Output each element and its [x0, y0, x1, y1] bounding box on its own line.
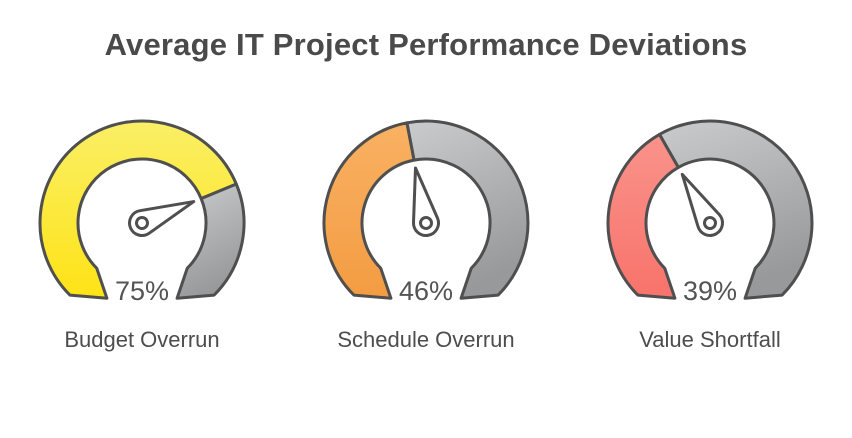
gauge-label-schedule-overrun: Schedule Overrun	[337, 327, 515, 352]
gauge-value-arc	[322, 121, 416, 300]
gauge-remainder-arc	[657, 119, 814, 300]
gauge-chart-schedule-overrun: 46%	[322, 119, 530, 306]
chart-title: Average IT Project Performance Deviation…	[104, 27, 748, 62]
gauge-panel-budget-overrun: 75% Budget Overrun	[0, 101, 284, 353]
gauge-needle-icon	[128, 200, 196, 237]
gauge-percent-value: 75%	[115, 276, 169, 306]
gauge-remainder-arc	[405, 119, 530, 300]
gauge-percent-value: 46%	[399, 276, 453, 306]
gauge-panel-schedule-overrun: 46% Schedule Overrun	[284, 101, 568, 353]
gauge-panel-value-shortfall: 39% Value Shortfall	[568, 101, 852, 353]
gauge-chart-budget-overrun: 75%	[38, 119, 246, 306]
gauge-label-value-shortfall: Value Shortfall	[639, 327, 781, 352]
gauge-label-budget-overrun: Budget Overrun	[64, 327, 220, 352]
gauge-percent-value: 39%	[683, 276, 737, 306]
gauge-value-arc	[606, 132, 680, 300]
gauge-needle-icon	[680, 172, 724, 237]
gauge-needle-icon	[412, 166, 440, 237]
gauge-value-arc	[38, 119, 238, 300]
gauge-chart-value-shortfall: 39%	[606, 119, 814, 306]
gauge-remainder-arc	[175, 182, 246, 300]
gauge-row: 75% Budget Overrun 46% Schedule Overrun …	[0, 101, 852, 353]
